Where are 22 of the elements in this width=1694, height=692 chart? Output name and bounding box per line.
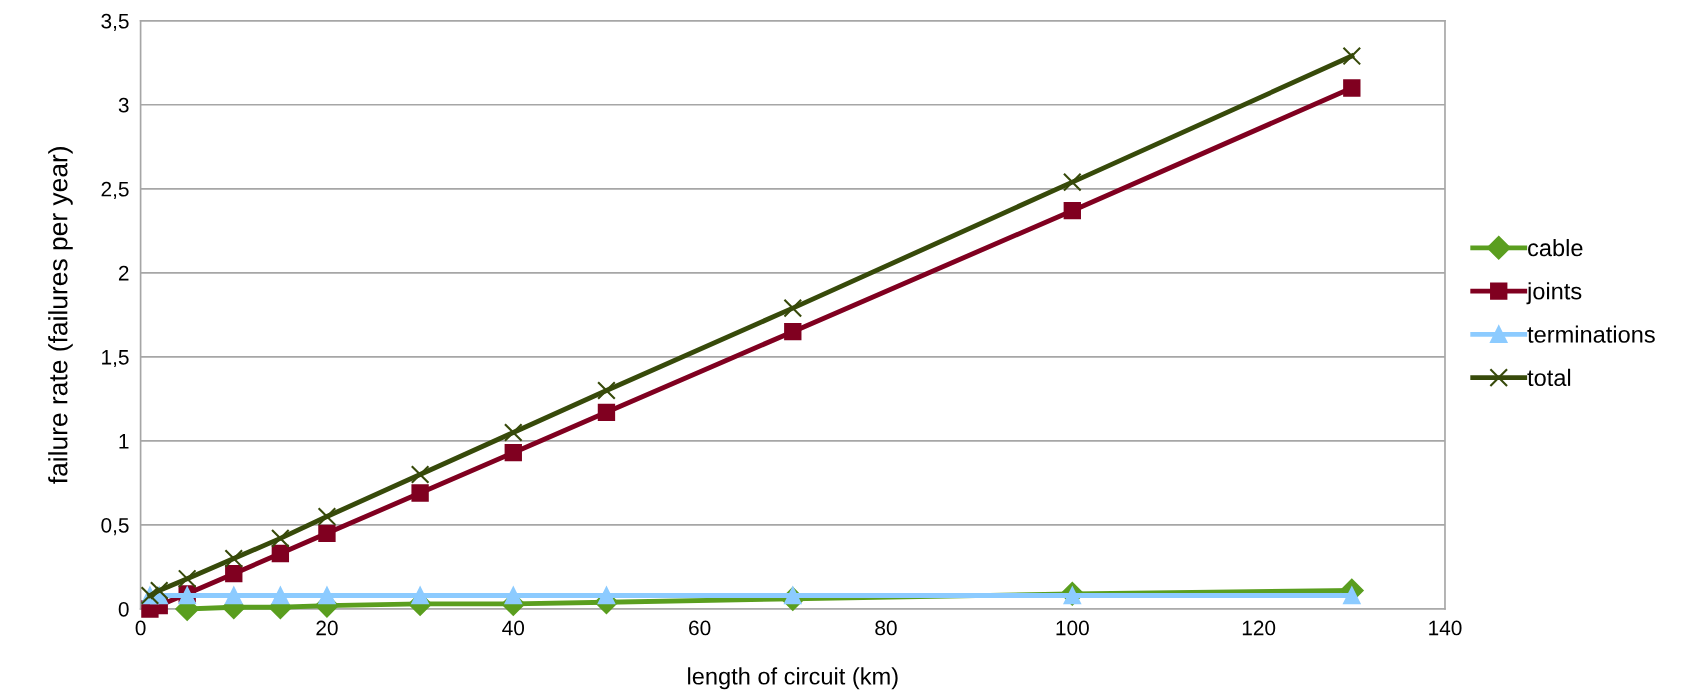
y-tick-label: 3 xyxy=(118,97,129,113)
x-tick-label: 0 xyxy=(135,620,146,636)
x-tick-label: 100 xyxy=(1056,620,1089,636)
y-tick-label: 0 xyxy=(118,601,129,617)
y-axis-title: failure rate (failures per year) xyxy=(48,147,73,484)
x-tick-label: 20 xyxy=(316,620,338,636)
legend-label: joints xyxy=(1526,282,1582,305)
y-tick-label: 3,5 xyxy=(101,13,129,31)
x-tick-label: 40 xyxy=(502,620,525,636)
y-tick-label: 1,5 xyxy=(102,350,129,368)
y-tick-label: 2 xyxy=(118,265,129,281)
x-tick-label: 80 xyxy=(875,620,897,636)
x-axis-title: length of circuit (km) xyxy=(688,667,898,690)
y-tick-label: 0,5 xyxy=(101,517,129,536)
x-tick-label: 120 xyxy=(1242,620,1276,636)
y-tick-label: 1 xyxy=(119,434,129,449)
y-tick-label: 2,5 xyxy=(101,181,129,200)
legend-label: terminations xyxy=(1527,325,1655,343)
legend-label: total xyxy=(1527,368,1571,387)
legend-label: cable xyxy=(1528,238,1583,257)
x-tick-label: 60 xyxy=(689,620,711,636)
x-tick-label: 140 xyxy=(1429,620,1462,636)
